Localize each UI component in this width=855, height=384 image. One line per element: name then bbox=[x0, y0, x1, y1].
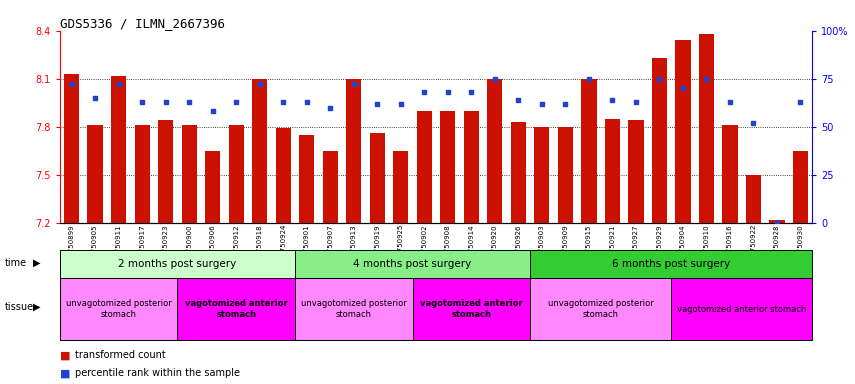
Point bbox=[488, 76, 502, 82]
Bar bbox=[299, 135, 315, 223]
Bar bbox=[652, 58, 667, 223]
Point bbox=[112, 81, 126, 88]
Text: transformed count: transformed count bbox=[75, 350, 166, 360]
Point bbox=[605, 97, 619, 103]
Text: ■: ■ bbox=[60, 368, 70, 378]
Point bbox=[793, 99, 807, 105]
Bar bbox=[369, 133, 385, 223]
Point bbox=[417, 89, 431, 95]
Bar bbox=[770, 220, 785, 223]
Point bbox=[770, 220, 784, 226]
Bar bbox=[530, 278, 671, 340]
Bar bbox=[181, 125, 197, 223]
Point bbox=[253, 81, 267, 88]
Point bbox=[370, 101, 384, 107]
Point bbox=[582, 76, 596, 82]
Bar bbox=[671, 278, 812, 340]
Point bbox=[135, 99, 149, 105]
Text: vagotomized anterior stomach: vagotomized anterior stomach bbox=[677, 305, 806, 314]
Point bbox=[206, 108, 220, 114]
Text: 4 months post surgery: 4 months post surgery bbox=[353, 259, 472, 269]
Point bbox=[229, 99, 243, 105]
Text: percentile rank within the sample: percentile rank within the sample bbox=[75, 368, 240, 378]
Text: vagotomized anterior
stomach: vagotomized anterior stomach bbox=[185, 300, 287, 319]
Point bbox=[182, 99, 196, 105]
Point bbox=[159, 99, 173, 105]
Bar bbox=[295, 250, 530, 278]
Text: ▶: ▶ bbox=[32, 302, 40, 312]
Point bbox=[676, 85, 690, 91]
Bar bbox=[534, 127, 550, 223]
Bar bbox=[228, 125, 244, 223]
Bar bbox=[60, 278, 178, 340]
Text: GDS5336 / ILMN_2667396: GDS5336 / ILMN_2667396 bbox=[60, 17, 225, 30]
Bar bbox=[134, 125, 150, 223]
Bar bbox=[675, 40, 691, 223]
Point bbox=[723, 99, 737, 105]
Bar bbox=[530, 250, 812, 278]
Bar bbox=[746, 175, 761, 223]
Text: unvagotomized posterior
stomach: unvagotomized posterior stomach bbox=[548, 300, 653, 319]
Bar bbox=[111, 76, 127, 223]
Bar bbox=[295, 278, 412, 340]
Text: unvagotomized posterior
stomach: unvagotomized posterior stomach bbox=[301, 300, 407, 319]
Bar bbox=[393, 151, 409, 223]
Bar bbox=[158, 120, 174, 223]
Bar bbox=[628, 120, 644, 223]
Text: ■: ■ bbox=[60, 350, 70, 360]
Bar bbox=[581, 79, 597, 223]
Point bbox=[300, 99, 314, 105]
Point bbox=[699, 76, 713, 82]
Text: ▶: ▶ bbox=[32, 258, 40, 268]
Text: unvagotomized posterior
stomach: unvagotomized posterior stomach bbox=[66, 300, 172, 319]
Point bbox=[65, 81, 79, 88]
Point bbox=[652, 76, 666, 82]
Bar bbox=[604, 119, 620, 223]
Bar bbox=[178, 278, 295, 340]
Bar bbox=[60, 250, 295, 278]
Bar bbox=[64, 74, 80, 223]
Point bbox=[88, 95, 102, 101]
Point bbox=[629, 99, 643, 105]
Bar bbox=[440, 111, 456, 223]
Bar bbox=[510, 122, 526, 223]
Text: time: time bbox=[4, 258, 27, 268]
Bar bbox=[322, 151, 338, 223]
Bar bbox=[87, 125, 103, 223]
Bar bbox=[487, 79, 503, 223]
Bar bbox=[557, 127, 573, 223]
Bar bbox=[463, 111, 479, 223]
Point bbox=[535, 101, 549, 107]
Point bbox=[464, 89, 478, 95]
Bar bbox=[416, 111, 432, 223]
Bar bbox=[275, 128, 291, 223]
Bar bbox=[346, 79, 362, 223]
Bar bbox=[413, 278, 530, 340]
Point bbox=[323, 104, 337, 111]
Text: tissue: tissue bbox=[4, 302, 33, 312]
Bar bbox=[252, 79, 268, 223]
Bar bbox=[205, 151, 221, 223]
Bar bbox=[793, 151, 808, 223]
Point bbox=[511, 97, 525, 103]
Text: vagotomized anterior
stomach: vagotomized anterior stomach bbox=[420, 300, 522, 319]
Point bbox=[394, 101, 408, 107]
Bar bbox=[722, 125, 738, 223]
Point bbox=[558, 101, 572, 107]
Text: 6 months post surgery: 6 months post surgery bbox=[612, 259, 730, 269]
Point bbox=[746, 120, 760, 126]
Point bbox=[441, 89, 455, 95]
Point bbox=[347, 81, 361, 88]
Bar bbox=[699, 34, 714, 223]
Text: 2 months post surgery: 2 months post surgery bbox=[118, 259, 237, 269]
Point bbox=[276, 99, 290, 105]
